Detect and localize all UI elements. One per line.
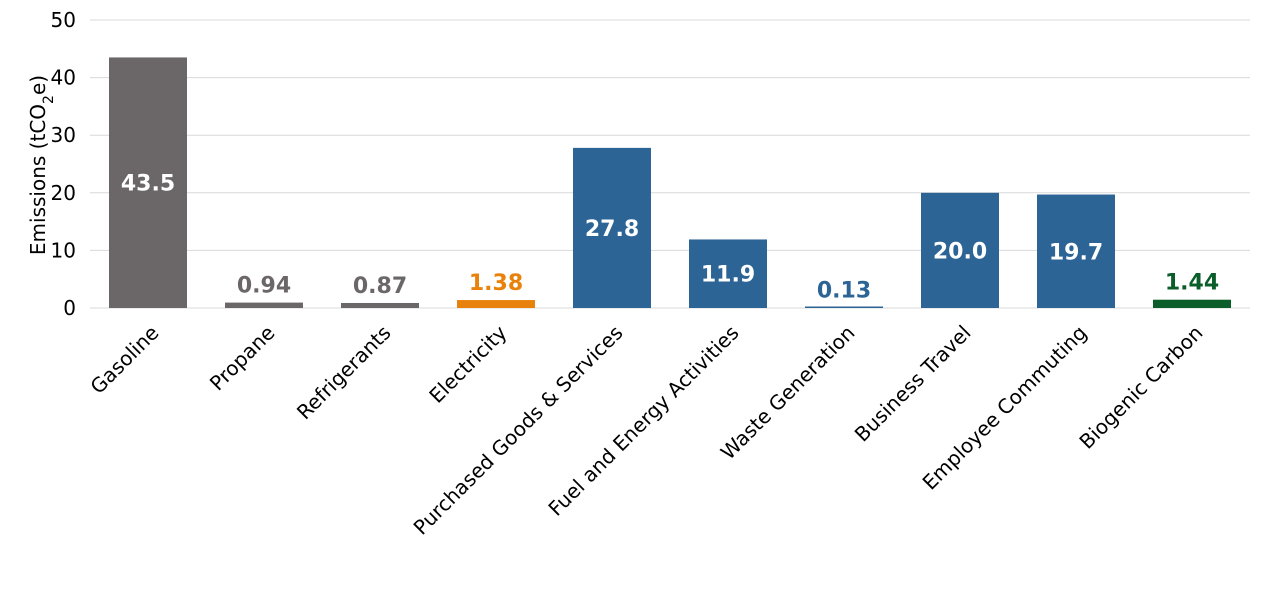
value-labels: 43.5 0.94 0.87 1.38 27.8 11.9 0.13 20.0 19.7 1.44	[121, 172, 1219, 304]
y-tick-label: 20	[51, 181, 76, 205]
value-label: 27.8	[585, 217, 639, 242]
category-label: Propane	[205, 321, 280, 396]
value-label: 11.9	[701, 263, 755, 288]
value-label: 43.5	[121, 172, 175, 197]
y-tick-label: 30	[51, 123, 76, 147]
y-axis-title-main: Emissions (tCO	[26, 104, 50, 255]
value-label: 20.0	[933, 239, 987, 264]
bars	[109, 57, 1231, 308]
y-axis-title: Emissions (tCO2e)	[26, 75, 57, 255]
category-label: Purchased Goods & Services	[409, 321, 628, 540]
category-label: Fuel and Energy Activities	[543, 321, 743, 521]
y-tick-label: 10	[51, 238, 76, 262]
category-label: Refrigerants	[292, 321, 396, 425]
bar	[341, 302, 419, 308]
bar	[805, 306, 883, 308]
bar	[109, 57, 187, 308]
value-label: 0.13	[817, 278, 871, 303]
bar	[1037, 194, 1115, 308]
category-label: Gasoline	[85, 321, 163, 399]
y-tick-label: 40	[51, 66, 76, 90]
bar	[921, 192, 999, 308]
category-label: Business Travel	[850, 321, 976, 447]
bar	[225, 302, 303, 308]
bar	[457, 300, 535, 308]
y-tick-label: 50	[51, 8, 76, 32]
bar	[1153, 299, 1231, 308]
y-tick-label: 0	[63, 296, 76, 320]
y-axis-ticks: 0 10 20 30 40 50	[51, 8, 76, 320]
value-label: 19.7	[1049, 240, 1103, 265]
value-label: 1.44	[1165, 271, 1219, 296]
value-label: 1.38	[469, 271, 523, 296]
value-label: 0.94	[237, 274, 291, 299]
y-axis-title-suffix: e)	[26, 75, 50, 95]
category-label: Electricity	[424, 320, 511, 407]
category-labels: Gasoline Propane Refrigerants ElectricityPu…	[85, 320, 1207, 539]
y-axis-title-subscript: 2	[41, 95, 57, 104]
bar	[689, 239, 767, 308]
value-label: 0.87	[353, 274, 407, 299]
bar	[573, 147, 651, 308]
category-label: Biogenic Carbon	[1074, 321, 1207, 454]
